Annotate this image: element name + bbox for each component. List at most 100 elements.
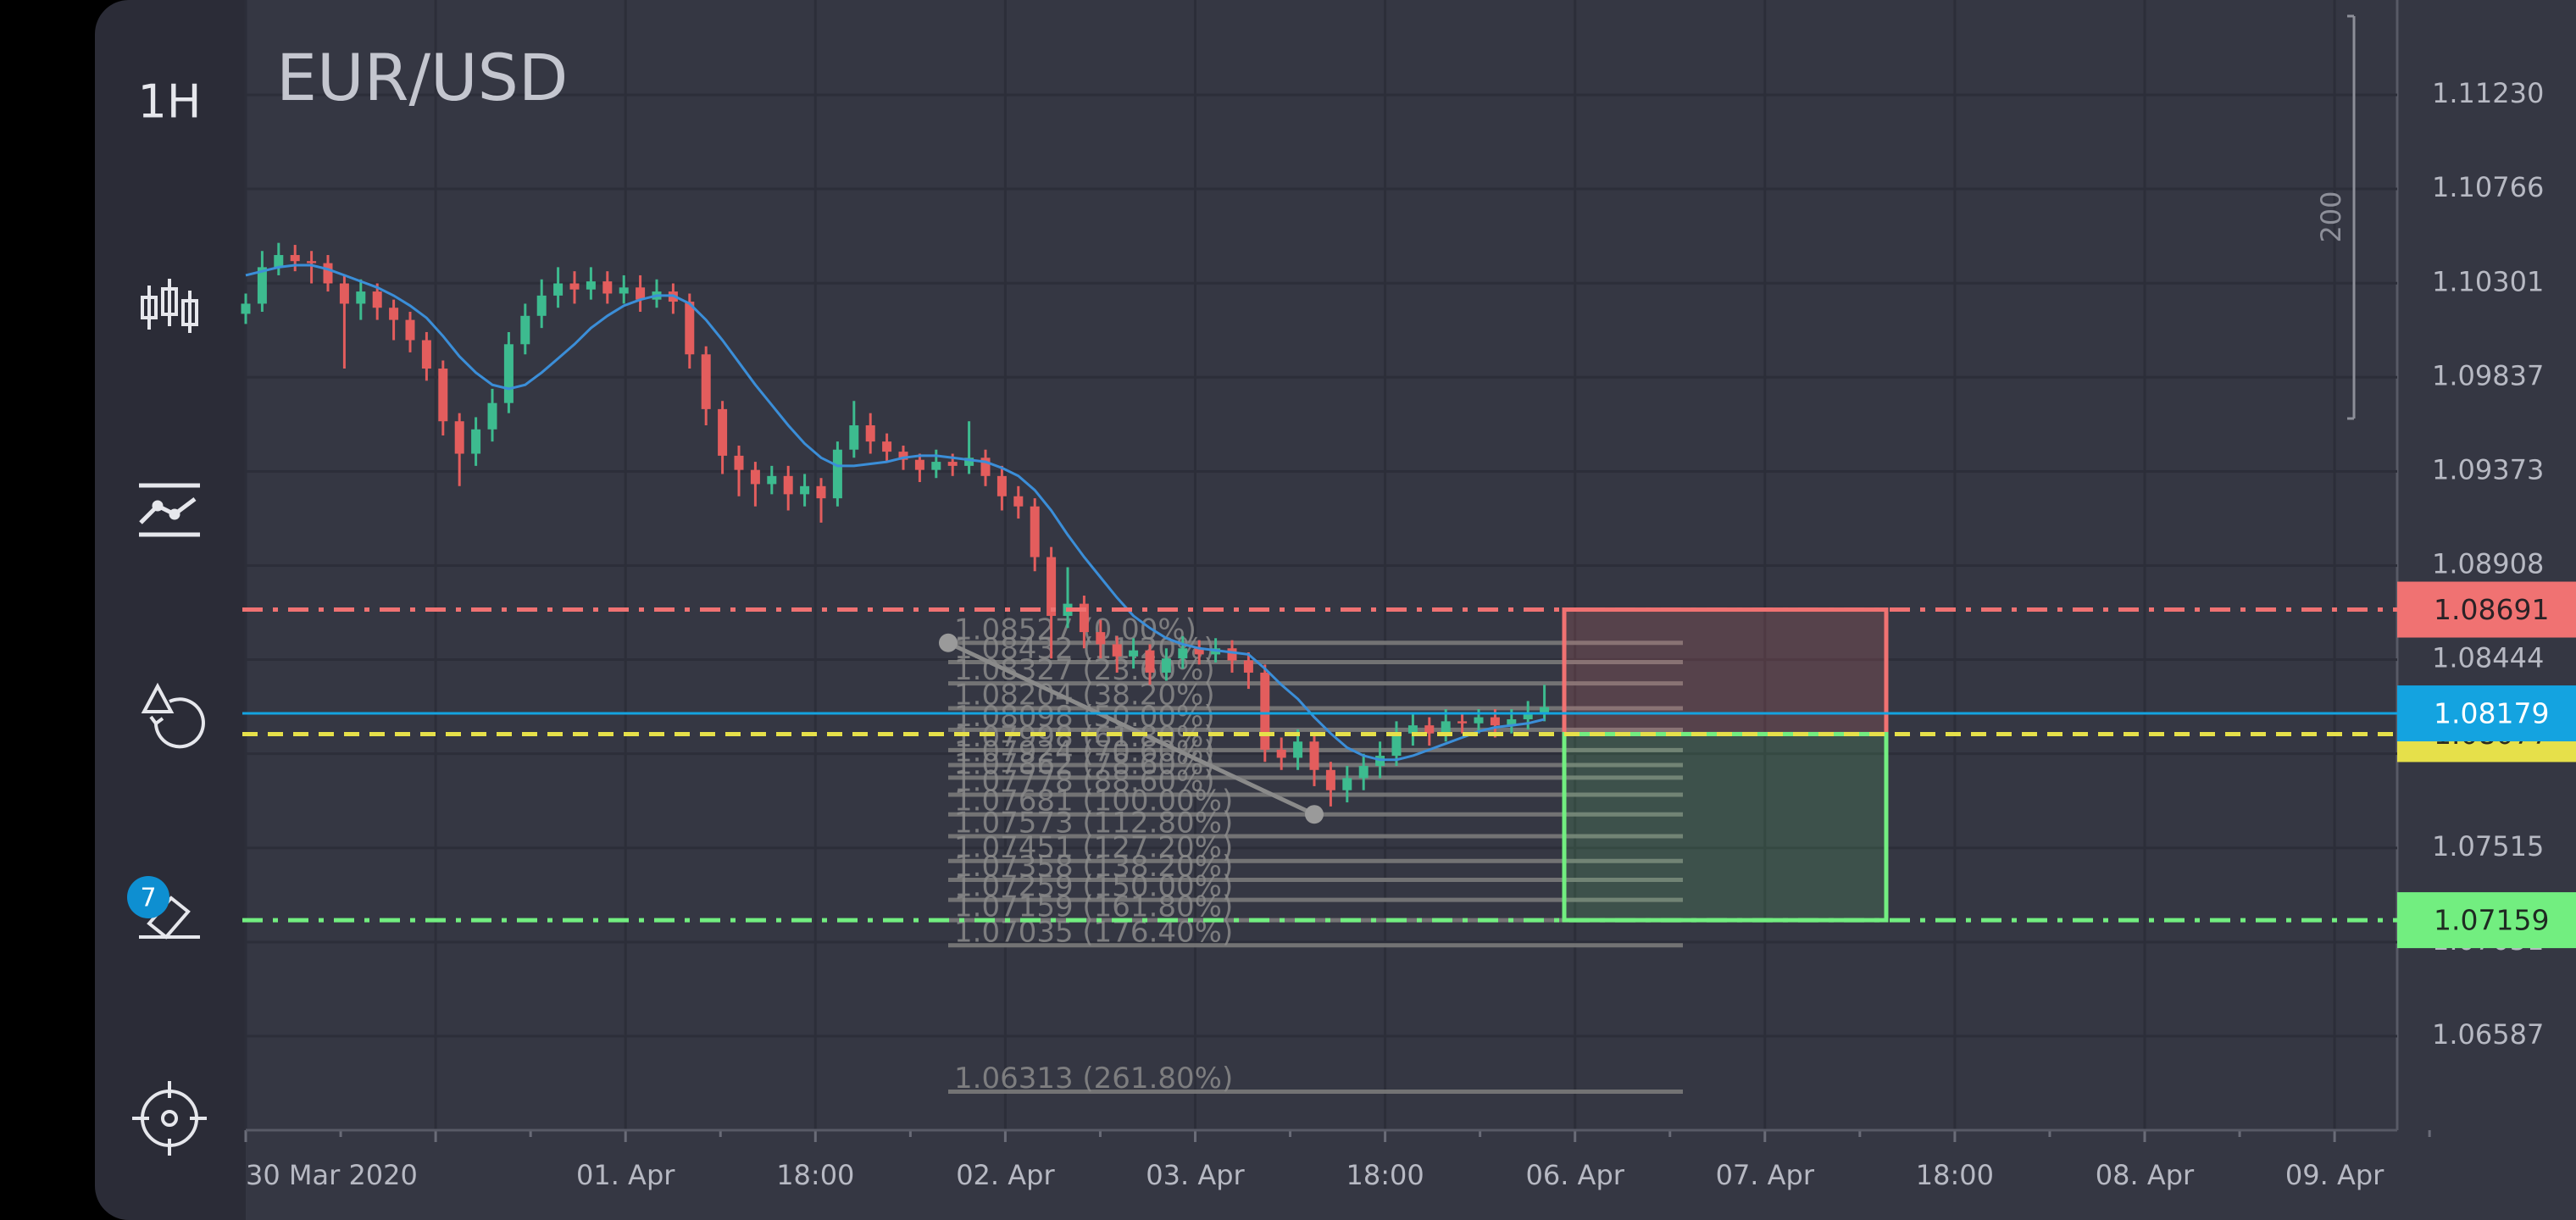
candle-body (1391, 733, 1402, 757)
candle-body (1276, 749, 1286, 758)
candle-body (1030, 506, 1040, 557)
y-tick-label: 1.07515 (2432, 830, 2544, 862)
candle-body (1096, 632, 1106, 645)
x-tick-label: 09. Apr (2285, 1159, 2384, 1191)
take-profit-zone (1562, 731, 1889, 923)
candle-body (1540, 707, 1550, 713)
x-tick-label: 18:00 (1346, 1159, 1424, 1191)
plot-area: 30 Mar 2020 01. Apr 18:00 02. Apr 03. Apr 18:… (241, 0, 2576, 1191)
badge (127, 876, 169, 918)
candle-body (980, 458, 991, 476)
price-level-box (2397, 581, 2576, 638)
fib-anchor (1305, 805, 1324, 824)
candle-body (1145, 650, 1155, 673)
fib-label: 1.07681 (100.00%) (954, 785, 1233, 818)
candle-body (471, 429, 481, 454)
candle-body (274, 255, 284, 268)
candle-body (257, 267, 267, 304)
candle-body (685, 302, 695, 355)
x-tick-label: 02. Apr (956, 1159, 1055, 1191)
badge-count: 7 (140, 884, 156, 913)
candle-body (997, 475, 1007, 496)
candle-body (586, 281, 596, 290)
candle-body (520, 315, 530, 345)
candle-body (1325, 769, 1335, 790)
candle-body (636, 287, 646, 300)
candle-body (1178, 648, 1188, 659)
candle-body (1424, 725, 1435, 734)
fib-label: 1.07259 (150.00%) (954, 870, 1233, 904)
fib-label: 1.07778 (88.60%) (954, 764, 1215, 798)
candle-body (1457, 721, 1468, 724)
candle-body (1161, 658, 1171, 673)
chart-type-button[interactable] (141, 279, 198, 333)
price-level-label: 1.07159 (2434, 904, 2549, 937)
candle-body (1407, 725, 1418, 734)
candle-body (767, 475, 777, 485)
fib-label: 1.07035 (176.40%) (954, 915, 1233, 949)
candle-body (898, 452, 908, 460)
candle-body (1046, 557, 1057, 616)
candle-body (602, 281, 613, 294)
candle-body (832, 449, 842, 499)
candle-body (931, 462, 941, 470)
candle-body (701, 354, 711, 409)
y-tick-label: 1.09837 (2432, 359, 2544, 391)
candle-body (438, 369, 448, 422)
candle-body (1523, 713, 1533, 719)
candle-body (1507, 718, 1517, 726)
candle-body (914, 459, 924, 470)
candle-body (405, 319, 415, 341)
candle-body (619, 287, 629, 294)
candle-body (536, 295, 547, 316)
price-level-box (2397, 892, 2576, 949)
y-tick-label: 1.11230 (2432, 77, 2544, 109)
y-tick-label: 1.08908 (2432, 548, 2544, 580)
x-tick-label: 03. Apr (1146, 1159, 1245, 1191)
x-tick-label: 30 Mar 2020 (246, 1159, 418, 1191)
candle-body (964, 458, 974, 466)
x-tick-label: 06. Apr (1525, 1159, 1624, 1191)
y-tick-label: 1.10301 (2432, 265, 2544, 297)
scale-bracket (2347, 14, 2356, 420)
candle-body (1227, 648, 1237, 661)
indicator-button[interactable] (139, 483, 200, 537)
x-tick-label: 18:00 (776, 1159, 854, 1191)
fib-trend-line (947, 640, 1316, 817)
x-tick-label: 01. Apr (576, 1159, 675, 1191)
drawing-tools-button[interactable] (141, 682, 205, 749)
y-tick-label: 1.08444 (2432, 642, 2544, 674)
price-level-box (2397, 685, 2576, 742)
candle-body (816, 485, 826, 499)
price-level-label: 1.08691 (2434, 593, 2549, 626)
fib-label: 1.08527 (0.00%) (954, 613, 1196, 646)
x-tick-label: 08. Apr (2096, 1159, 2195, 1191)
fib-label: 1.06313 (261.80%) (954, 1062, 1233, 1095)
moving-average (245, 263, 1545, 762)
candle-body (1293, 741, 1303, 758)
candle-body (865, 425, 875, 442)
candle-body (389, 308, 399, 320)
candle-body (734, 455, 744, 470)
candle-body (487, 402, 497, 430)
scale-marker: 200 (2315, 191, 2347, 242)
stop-loss-zone (1562, 607, 1889, 736)
candle-body (553, 283, 564, 296)
candle-body (849, 425, 859, 450)
candle-body (1490, 717, 1500, 726)
candle-body (947, 462, 958, 466)
timeframe-button[interactable]: 1H (138, 75, 202, 129)
fib-label: 1.07862 (78.60%) (954, 747, 1215, 781)
candle-body (1260, 672, 1270, 750)
candle-body (750, 469, 760, 485)
candle-body (1112, 644, 1122, 657)
candle-body (718, 408, 728, 456)
candle-body (356, 291, 366, 304)
fib-label: 1.07924 (70.60%) (954, 735, 1215, 769)
y-tick-label: 1.06587 (2432, 1018, 2544, 1051)
crosshair-button[interactable] (132, 1081, 207, 1156)
x-tick-label: 07. Apr (1716, 1159, 1815, 1191)
y-tick-label: 1.10766 (2432, 171, 2544, 203)
candle-body (1441, 721, 1451, 734)
